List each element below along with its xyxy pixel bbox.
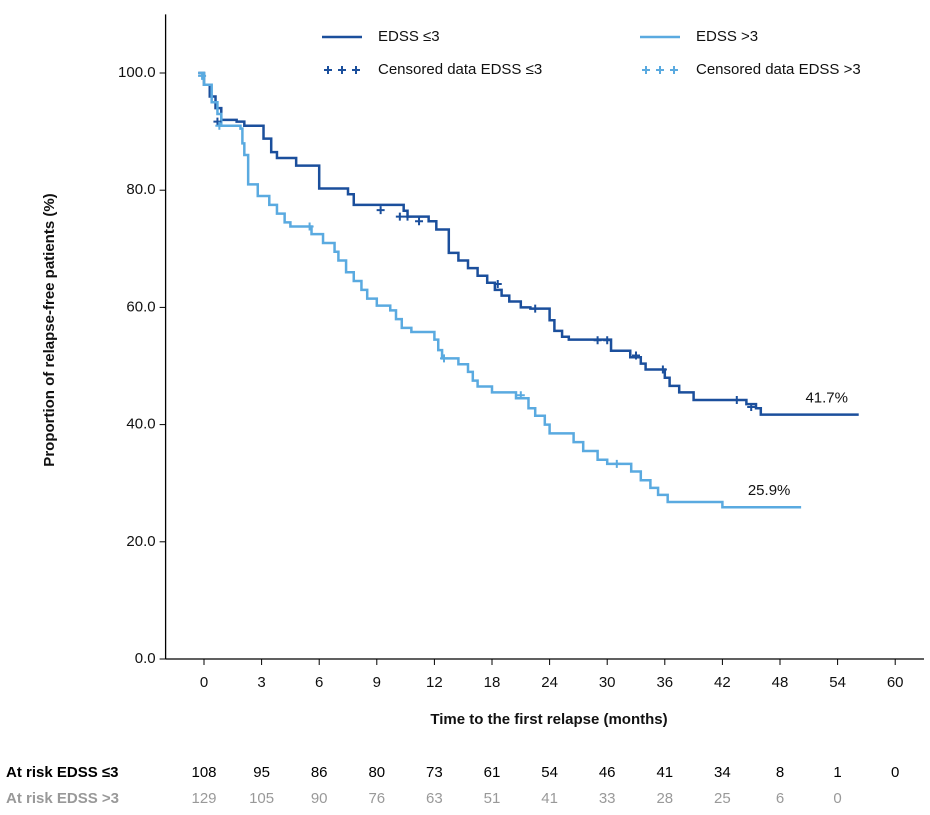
at-risk-count: 90 <box>311 790 328 807</box>
y-tick-label: 40.0 <box>126 416 155 433</box>
y-tick-label: 0.0 <box>135 650 156 667</box>
at-risk-count: 28 <box>656 790 673 807</box>
legend-marker <box>352 66 360 74</box>
x-tick-label: 3 <box>257 674 265 691</box>
x-tick-label: 0 <box>200 674 208 691</box>
legend-label: Censored data EDSS ≤3 <box>378 61 542 78</box>
y-tick-label: 20.0 <box>126 533 155 550</box>
censor-mark <box>732 395 741 404</box>
censor-mark <box>305 222 314 231</box>
at-risk-count: 95 <box>253 764 270 781</box>
x-tick-label: 12 <box>426 674 443 691</box>
x-tick-label: 6 <box>315 674 323 691</box>
at-risk-count: 6 <box>776 790 784 807</box>
x-tick-label: 42 <box>714 674 731 691</box>
censor-mark <box>395 212 404 221</box>
legend-marker <box>656 66 664 74</box>
censor-mark <box>215 121 224 130</box>
at-risk-count: 0 <box>891 764 899 781</box>
x-tick-label: 54 <box>829 674 846 691</box>
legend-marker <box>338 66 346 74</box>
censor-mark <box>516 391 525 400</box>
at-risk-count: 41 <box>541 790 558 807</box>
end-label: 25.9% <box>748 482 791 499</box>
censor-mark <box>376 206 385 215</box>
censor-mark <box>747 403 756 412</box>
x-tick-label: 48 <box>772 674 789 691</box>
at-risk-count: 34 <box>714 764 731 781</box>
at-risk-count: 73 <box>426 764 443 781</box>
at-risk-count: 105 <box>249 790 274 807</box>
censor-mark <box>213 117 222 126</box>
censor-mark <box>403 212 412 221</box>
y-tick-label: 100.0 <box>118 64 156 81</box>
censor-mark <box>593 336 602 345</box>
legend-marker <box>642 66 650 74</box>
x-tick-label: 24 <box>541 674 558 691</box>
censor-mark <box>531 304 540 313</box>
survival-curve <box>198 71 859 416</box>
at-risk-count: 1 <box>833 764 841 781</box>
at-risk-label: At risk EDSS >3 <box>6 790 119 807</box>
at-risk-count: 63 <box>426 790 443 807</box>
y-axis-title: Proportion of relapse-free patients (%) <box>41 193 58 466</box>
y-tick-label: 80.0 <box>126 181 155 198</box>
censor-mark <box>612 459 621 468</box>
at-risk-count: 46 <box>599 764 616 781</box>
x-tick-label: 30 <box>599 674 616 691</box>
survival-curve <box>198 71 802 509</box>
x-tick-label: 60 <box>887 674 904 691</box>
x-tick-label: 18 <box>484 674 501 691</box>
censor-mark <box>440 354 448 363</box>
legend-label: EDSS ≤3 <box>378 28 440 45</box>
at-risk-count: 61 <box>484 764 501 781</box>
legend-marker <box>324 66 332 74</box>
at-risk-count: 51 <box>484 790 501 807</box>
legend-marker <box>670 66 678 74</box>
at-risk-count: 108 <box>191 764 216 781</box>
legend-label: EDSS >3 <box>696 28 758 45</box>
x-axis-title: Time to the first relapse (months) <box>430 711 667 728</box>
at-risk-count: 54 <box>541 764 558 781</box>
x-tick-label: 9 <box>373 674 381 691</box>
at-risk-count: 86 <box>311 764 328 781</box>
censor-mark <box>415 217 424 226</box>
at-risk-count: 129 <box>191 790 216 807</box>
at-risk-count: 76 <box>368 790 385 807</box>
censor-mark <box>632 351 640 360</box>
at-risk-count: 41 <box>656 764 673 781</box>
x-tick-label: 36 <box>656 674 673 691</box>
at-risk-count: 0 <box>833 790 841 807</box>
at-risk-count: 25 <box>714 790 731 807</box>
censor-mark <box>658 365 667 374</box>
at-risk-count: 80 <box>368 764 385 781</box>
end-label: 41.7% <box>805 390 848 407</box>
at-risk-count: 8 <box>776 764 784 781</box>
y-tick-label: 60.0 <box>126 298 155 315</box>
censor-mark <box>198 71 207 80</box>
censor-mark <box>493 279 502 288</box>
at-risk-count: 33 <box>599 790 616 807</box>
at-risk-label: At risk EDSS ≤3 <box>6 764 118 781</box>
legend-label: Censored data EDSS >3 <box>696 61 861 78</box>
censor-mark <box>603 336 612 345</box>
